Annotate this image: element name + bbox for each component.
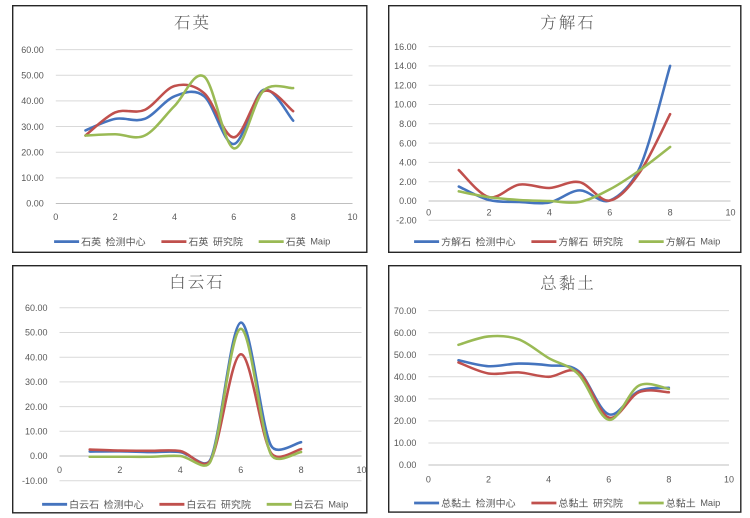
svg-text:40.00: 40.00	[25, 352, 48, 362]
svg-text:6: 6	[606, 475, 611, 485]
svg-text:30.00: 30.00	[21, 122, 44, 132]
svg-text:Maip: Maip	[700, 237, 720, 247]
svg-text:2: 2	[113, 212, 118, 222]
svg-text:60.00: 60.00	[394, 328, 416, 338]
svg-text:10: 10	[725, 208, 735, 218]
svg-text:-2.00: -2.00	[396, 216, 417, 226]
svg-text:4.00: 4.00	[399, 158, 417, 168]
svg-text:10.00: 10.00	[21, 173, 44, 183]
svg-text:4: 4	[547, 208, 552, 218]
svg-text:50.00: 50.00	[21, 70, 44, 80]
svg-text:60.00: 60.00	[21, 45, 44, 55]
svg-text:20.00: 20.00	[21, 147, 44, 157]
svg-text:14.00: 14.00	[394, 61, 417, 71]
svg-text:4: 4	[178, 465, 183, 475]
svg-text:16.00: 16.00	[394, 42, 417, 52]
svg-text:2.00: 2.00	[399, 177, 417, 187]
svg-text:10: 10	[347, 212, 357, 222]
svg-text:0: 0	[426, 475, 431, 485]
svg-text:6: 6	[607, 208, 612, 218]
svg-text:20.00: 20.00	[394, 416, 416, 426]
svg-text:50.00: 50.00	[25, 328, 48, 338]
svg-text:0: 0	[53, 212, 58, 222]
svg-text:2: 2	[486, 475, 491, 485]
svg-text:6: 6	[238, 465, 243, 475]
svg-text:40.00: 40.00	[394, 372, 416, 382]
svg-text:40.00: 40.00	[21, 96, 44, 106]
svg-text:70.00: 70.00	[394, 306, 416, 316]
svg-text:10: 10	[356, 465, 366, 475]
svg-text:30.00: 30.00	[25, 377, 48, 387]
svg-text:0: 0	[57, 465, 62, 475]
svg-text:8: 8	[666, 475, 671, 485]
svg-text:Maip: Maip	[700, 498, 720, 508]
svg-text:10.00: 10.00	[394, 438, 416, 448]
svg-text:10: 10	[724, 475, 734, 485]
svg-text:2: 2	[117, 465, 122, 475]
svg-text:6: 6	[231, 212, 236, 222]
svg-text:8: 8	[668, 208, 673, 218]
svg-text:60.00: 60.00	[25, 303, 48, 313]
svg-text:20.00: 20.00	[25, 402, 48, 412]
svg-text:0.00: 0.00	[399, 460, 417, 470]
svg-text:0.00: 0.00	[399, 196, 417, 206]
svg-text:12.00: 12.00	[394, 80, 417, 90]
svg-text:Maip: Maip	[310, 237, 330, 247]
svg-text:30.00: 30.00	[394, 394, 416, 404]
svg-text:Maip: Maip	[328, 499, 348, 509]
svg-text:6.00: 6.00	[399, 138, 417, 148]
svg-text:0.00: 0.00	[30, 451, 48, 461]
svg-text:50.00: 50.00	[394, 350, 416, 360]
svg-text:8: 8	[291, 212, 296, 222]
svg-text:4: 4	[172, 212, 177, 222]
svg-text:0: 0	[426, 208, 431, 218]
svg-text:10.00: 10.00	[25, 427, 48, 437]
svg-text:2: 2	[486, 208, 491, 218]
svg-text:8: 8	[299, 465, 304, 475]
svg-text:4: 4	[546, 475, 551, 485]
svg-text:-10.00: -10.00	[22, 476, 48, 486]
svg-text:8.00: 8.00	[399, 119, 417, 129]
svg-text:0.00: 0.00	[26, 199, 44, 209]
svg-text:10.00: 10.00	[394, 100, 417, 110]
